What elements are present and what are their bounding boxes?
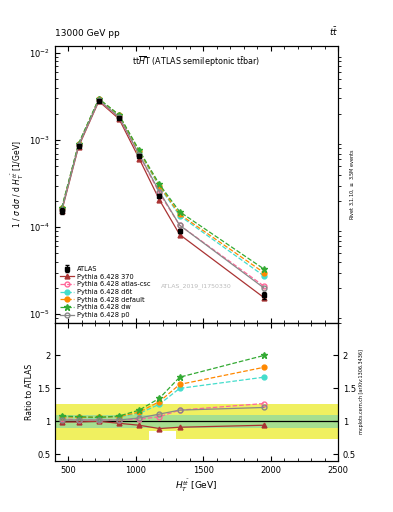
Y-axis label: Rivet 3.1.10, $\geq$ 3.5M events: Rivet 3.1.10, $\geq$ 3.5M events <box>348 148 356 220</box>
Pythia 6.428 370 <box>137 156 141 162</box>
Pythia 6.428 dw <box>177 209 182 215</box>
X-axis label: $H_T^{t\bar{t}}$ [GeV]: $H_T^{t\bar{t}}$ [GeV] <box>175 477 218 494</box>
Pythia 6.428 dw <box>137 147 141 154</box>
Pythia 6.428 d6t <box>177 212 182 219</box>
Pythia 6.428 p0 <box>157 188 162 195</box>
Legend: ATLAS, Pythia 6.428 370, Pythia 6.428 atlas-csc, Pythia 6.428 d6t, Pythia 6.428 : ATLAS, Pythia 6.428 370, Pythia 6.428 at… <box>58 265 152 319</box>
Text: ATLAS_2019_I1750330: ATLAS_2019_I1750330 <box>161 284 232 289</box>
Pythia 6.428 atlas-csc <box>157 190 162 196</box>
Y-axis label: 1 / $\sigma$ d$\sigma$ / d $H_T^{t\bar{t}}$ [1/GeV]: 1 / $\sigma$ d$\sigma$ / d $H_T^{t\bar{t… <box>10 140 26 228</box>
Pythia 6.428 default <box>96 96 101 102</box>
Pythia 6.428 atlas-csc <box>96 97 101 103</box>
Line: Pythia 6.428 p0: Pythia 6.428 p0 <box>59 98 266 290</box>
Y-axis label: mcplots.cern.ch [arXiv:1306.3436]: mcplots.cern.ch [arXiv:1306.3436] <box>359 349 364 434</box>
Pythia 6.428 dw <box>117 112 121 118</box>
Text: 13000 GeV pp: 13000 GeV pp <box>55 29 120 38</box>
Pythia 6.428 atlas-csc <box>59 206 64 212</box>
Pythia 6.428 d6t <box>59 205 64 211</box>
Pythia 6.428 atlas-csc <box>261 283 266 289</box>
Line: Pythia 6.428 d6t: Pythia 6.428 d6t <box>59 97 266 279</box>
Pythia 6.428 d6t <box>137 149 141 155</box>
Pythia 6.428 d6t <box>76 141 81 147</box>
Text: tt$\overline{H}$T (ATLAS semileptonic t$\bar{t}$bar): tt$\overline{H}$T (ATLAS semileptonic t$… <box>132 54 261 69</box>
Pythia 6.428 dw <box>96 96 101 102</box>
Y-axis label: Ratio to ATLAS: Ratio to ATLAS <box>25 364 34 420</box>
Pythia 6.428 370 <box>117 116 121 122</box>
Line: Pythia 6.428 default: Pythia 6.428 default <box>59 97 266 275</box>
Pythia 6.428 atlas-csc <box>177 222 182 228</box>
Pythia 6.428 default <box>157 182 162 188</box>
Pythia 6.428 dw <box>261 266 266 272</box>
Pythia 6.428 dw <box>157 181 162 187</box>
Pythia 6.428 default <box>137 148 141 155</box>
Pythia 6.428 370 <box>59 208 64 214</box>
Text: $t\bar{t}$: $t\bar{t}$ <box>329 26 338 38</box>
Pythia 6.428 370 <box>177 231 182 238</box>
Pythia 6.428 dw <box>76 140 81 146</box>
Pythia 6.428 atlas-csc <box>117 114 121 120</box>
Pythia 6.428 370 <box>76 143 81 150</box>
Pythia 6.428 p0 <box>59 207 64 213</box>
Pythia 6.428 p0 <box>137 152 141 158</box>
Pythia 6.428 370 <box>261 294 266 301</box>
Pythia 6.428 default <box>76 141 81 147</box>
Pythia 6.428 p0 <box>76 142 81 148</box>
Pythia 6.428 default <box>261 269 266 275</box>
Pythia 6.428 p0 <box>96 97 101 103</box>
Pythia 6.428 d6t <box>261 273 266 279</box>
Pythia 6.428 p0 <box>261 285 266 291</box>
Line: Pythia 6.428 370: Pythia 6.428 370 <box>59 99 266 300</box>
Bar <box>55 415 338 428</box>
Pythia 6.428 default <box>59 205 64 211</box>
Pythia 6.428 370 <box>96 98 101 104</box>
Pythia 6.428 370 <box>157 197 162 203</box>
Pythia 6.428 atlas-csc <box>76 142 81 148</box>
Pythia 6.428 atlas-csc <box>137 152 141 158</box>
Pythia 6.428 dw <box>59 205 64 211</box>
Pythia 6.428 p0 <box>177 222 182 228</box>
Pythia 6.428 p0 <box>117 114 121 120</box>
Line: Pythia 6.428 atlas-csc: Pythia 6.428 atlas-csc <box>59 98 266 288</box>
Pythia 6.428 d6t <box>96 96 101 102</box>
Pythia 6.428 default <box>177 211 182 218</box>
Pythia 6.428 d6t <box>157 184 162 190</box>
Pythia 6.428 default <box>117 112 121 118</box>
Pythia 6.428 d6t <box>117 112 121 118</box>
Line: Pythia 6.428 dw: Pythia 6.428 dw <box>58 95 267 272</box>
